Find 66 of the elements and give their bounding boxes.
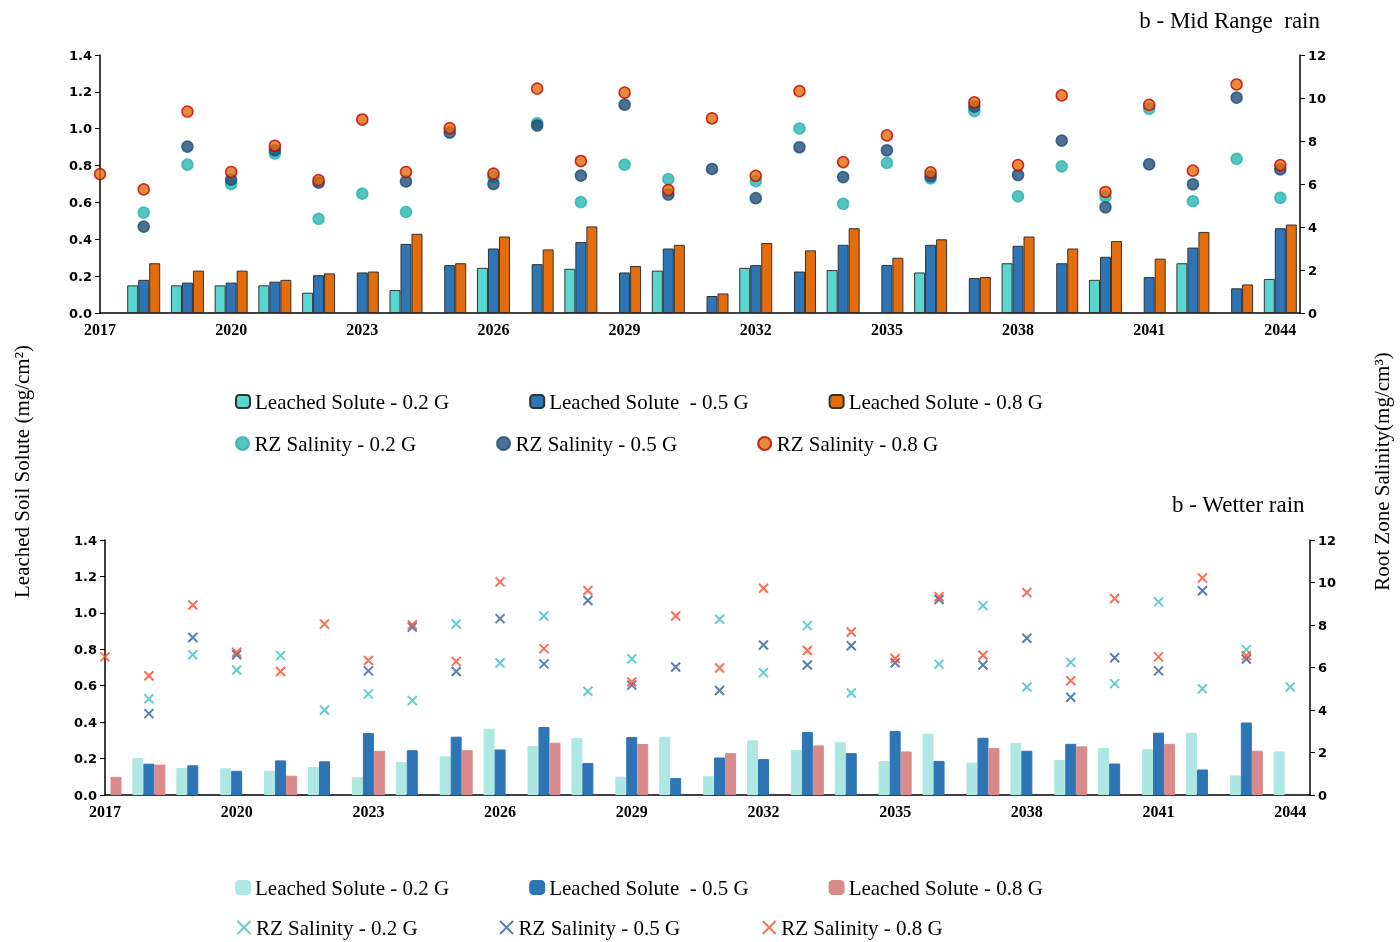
- legend-label: RZ Salinity - 0.5 G: [518, 915, 681, 940]
- x-tick-label: 2035: [879, 802, 912, 820]
- y-tick-label: 0.2: [73, 751, 97, 767]
- y2-tick-label: 10: [1318, 575, 1337, 590]
- x-tick-label: 2020: [220, 802, 253, 820]
- x-tick-label: 2041: [1142, 802, 1175, 820]
- x-tick-label: 2026: [484, 802, 517, 820]
- y-tick-label: 0.4: [73, 714, 97, 730]
- y-tick-label: 0.0: [68, 305, 92, 321]
- y2-tick-label: 6: [1308, 176, 1318, 192]
- legend-label: RZ Salinity - 0.2 G: [256, 915, 418, 940]
- y2-tick-label: 6: [1318, 660, 1328, 675]
- x-tick-label: 2032: [739, 320, 772, 338]
- legend-label: Leached Solute - 0.8 G: [848, 875, 1043, 900]
- legend-label: Leached Solute - 0.8 G: [848, 389, 1043, 414]
- y-tick-label: 1.4: [73, 532, 97, 548]
- y-tick-label: 0.6: [73, 678, 97, 694]
- y-axis-title: Leached Soil Solute (mg/cm²): [9, 344, 35, 598]
- y-tick-label: 0.8: [73, 641, 97, 657]
- chart-title: b - Mid Range rain: [1139, 8, 1321, 33]
- y2-tick-label: 12: [1308, 47, 1327, 63]
- x-tick-label: 2026: [477, 320, 510, 338]
- y-tick-label: 1.2: [68, 84, 92, 100]
- y2-tick-label: 12: [1318, 532, 1337, 548]
- y2-tick-label: 4: [1318, 702, 1328, 718]
- x-tick-label: 2044: [1264, 320, 1297, 338]
- y-tick-label: 0.4: [68, 231, 92, 247]
- y-tick-label: 1.4: [68, 47, 92, 63]
- x-tick-label: 2023: [352, 802, 385, 820]
- legend-label: RZ Salinity - 0.8 G: [781, 915, 943, 940]
- legend-label: Leached Solute - 0.5 G: [549, 875, 749, 900]
- y-tick-label: 1.0: [68, 121, 92, 137]
- x-tick-label: 2029: [615, 802, 648, 820]
- x-tick-label: 2020: [215, 320, 248, 338]
- y2-tick-label: 8: [1318, 617, 1328, 633]
- legend-label: Leached Solute - 0.2 G: [255, 389, 450, 414]
- y2-tick-label: 2: [1308, 262, 1318, 278]
- y2-axis-title: Root Zone Salinity(mg/cm³): [1369, 351, 1395, 591]
- y-tick-label: 0.8: [68, 158, 92, 174]
- y-tick-label: 0.2: [68, 268, 92, 284]
- y2-tick-label: 10: [1308, 90, 1327, 106]
- y2-tick-label: 2: [1318, 745, 1328, 760]
- y2-tick-label: 0: [1318, 787, 1328, 803]
- y-tick-label: 0.6: [68, 194, 92, 210]
- x-tick-label: 2041: [1133, 320, 1166, 338]
- y-tick-label: 1.2: [73, 568, 97, 584]
- legend-label: Leached Solute - 0.5 G: [549, 389, 749, 414]
- x-tick-label: 2029: [608, 320, 641, 338]
- x-tick-label: 2035: [870, 320, 903, 338]
- y2-tick-label: 8: [1308, 133, 1318, 149]
- y2-tick-label: 0: [1308, 305, 1318, 321]
- legend-label: RZ Salinity - 0.5 G: [515, 431, 678, 456]
- chart-title: b - Wetter rain: [1172, 492, 1306, 517]
- x-tick-label: 2038: [1010, 802, 1043, 820]
- legend-label: Leached Solute - 0.2 G: [255, 875, 450, 900]
- x-tick-label: 2044: [1274, 802, 1307, 820]
- x-tick-label: 2032: [747, 802, 780, 820]
- legend-label: RZ Salinity - 0.8 G: [776, 431, 939, 456]
- x-tick-label: 2023: [346, 320, 379, 338]
- x-tick-label: 2017: [89, 802, 121, 820]
- x-tick-label: 2017: [84, 320, 116, 338]
- y-tick-label: 1.0: [73, 605, 97, 621]
- x-tick-label: 2038: [1002, 320, 1035, 338]
- legend-label: RZ Salinity - 0.2 G: [254, 431, 417, 456]
- y2-tick-label: 4: [1308, 219, 1318, 235]
- y-tick-label: 0.0: [73, 787, 97, 803]
